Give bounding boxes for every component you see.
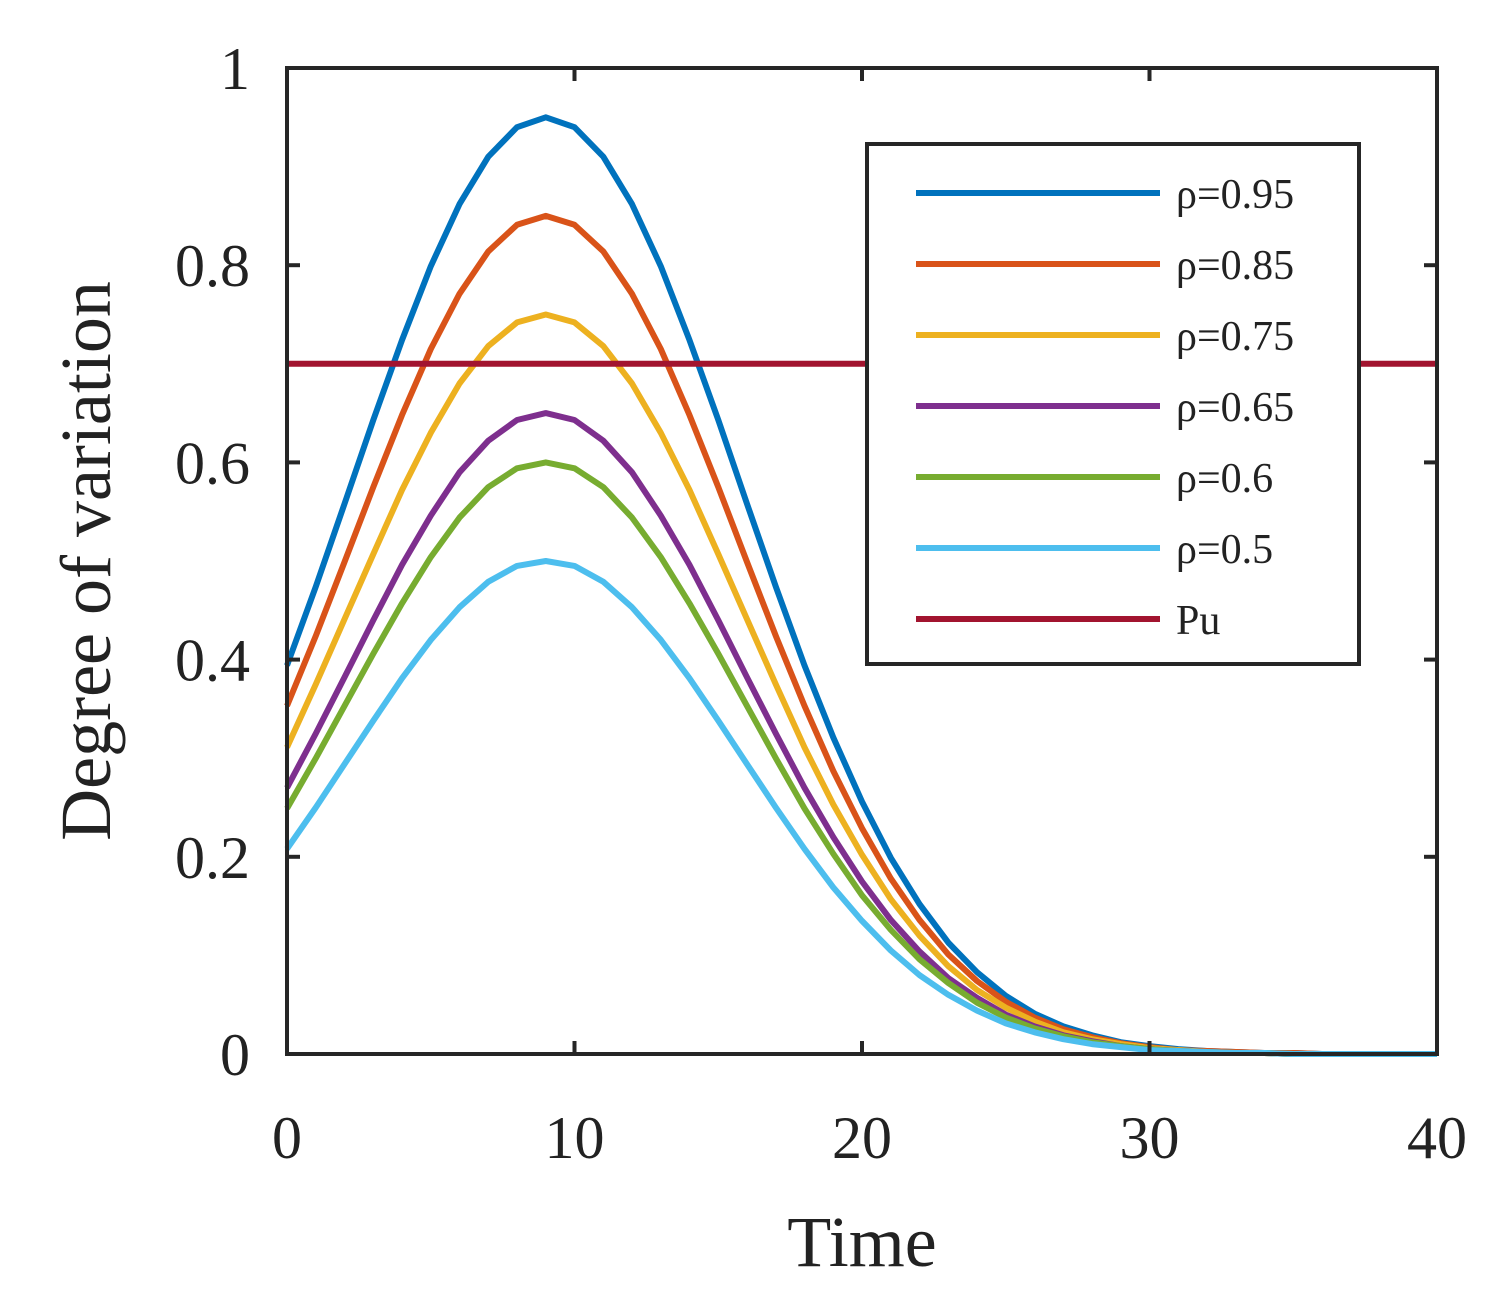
ticks-layer: 0 10 20 30 40 0 0.2 0.4 0.6 0.8 1 <box>175 36 1467 1171</box>
legend-label: ρ=0.6 <box>1176 456 1273 502</box>
legend-items: ρ=0.95 ρ=0.85 ρ=0.75 ρ=0.65 ρ=0.6 ρ=0.5 Pu <box>916 172 1294 644</box>
x-axis-title: Time <box>787 1202 936 1282</box>
legend-label: Pu <box>1176 598 1220 644</box>
x-tick-label: 20 <box>832 1105 892 1171</box>
legend-label: ρ=0.95 <box>1176 172 1294 218</box>
legend: ρ=0.95 ρ=0.85 ρ=0.75 ρ=0.65 ρ=0.6 ρ=0.5 Pu <box>865 142 1361 666</box>
legend-label: ρ=0.85 <box>1176 243 1294 289</box>
y-tick-label: 0.2 <box>175 825 250 891</box>
y-tick-label: 0 <box>220 1022 250 1088</box>
x-tick-label: 0 <box>272 1105 302 1171</box>
x-tick-label: 40 <box>1407 1105 1467 1171</box>
x-tick-label: 10 <box>545 1105 605 1171</box>
y-tick-label: 0.6 <box>175 430 250 496</box>
x-tick-label: 30 <box>1120 1105 1180 1171</box>
y-axis-title: Degree of variation <box>46 281 126 841</box>
y-tick-label: 0.4 <box>175 628 250 694</box>
legend-label: ρ=0.75 <box>1176 314 1294 360</box>
legend-label: ρ=0.5 <box>1176 527 1273 573</box>
y-tick-label: 1 <box>220 36 250 102</box>
y-tick-label: 0.8 <box>175 233 250 299</box>
legend-label: ρ=0.65 <box>1176 385 1294 431</box>
